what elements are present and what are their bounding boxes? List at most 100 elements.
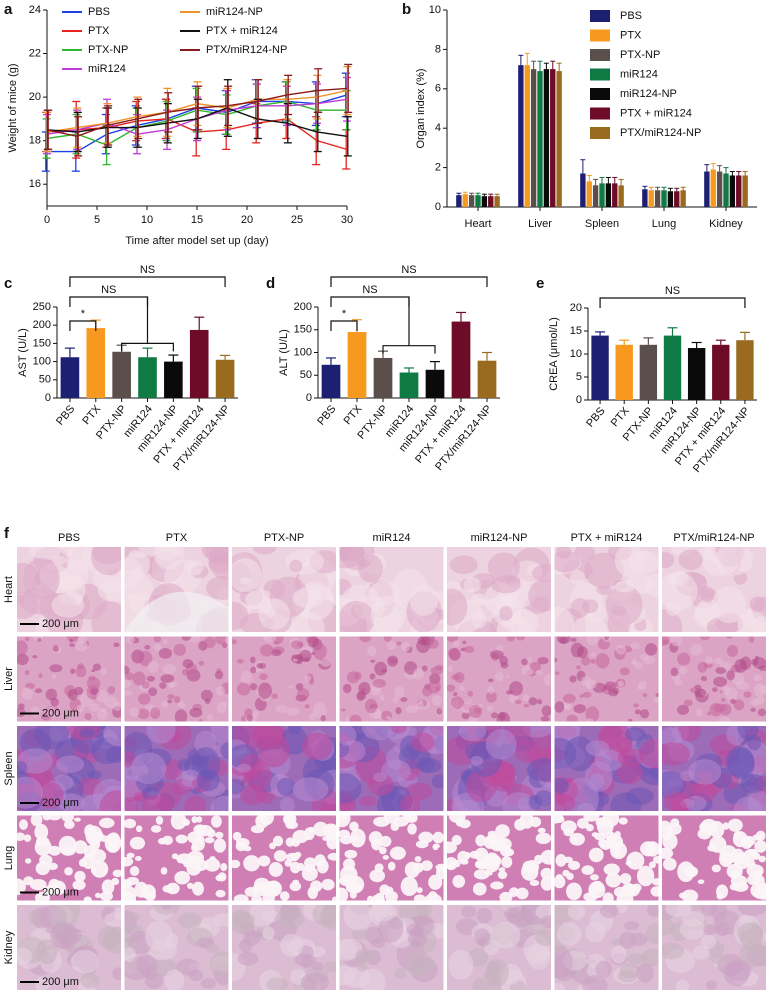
tissue-texture [146, 726, 176, 744]
y-axis-label: Organ index (%) [415, 68, 427, 148]
bar [86, 328, 106, 398]
tissue-texture [369, 869, 386, 883]
x-tick-label: PTX [80, 403, 103, 428]
tissue-texture [50, 880, 66, 896]
column-label: miR124 [373, 532, 411, 544]
error-bar [612, 176, 618, 184]
tissue-texture [431, 774, 444, 789]
tissue-texture [428, 679, 441, 694]
tissue-texture [296, 688, 310, 701]
tissue-texture [619, 667, 630, 676]
tissue-texture [181, 636, 192, 641]
bar [663, 335, 682, 400]
tissue-texture [679, 666, 688, 675]
tissue-texture [389, 846, 406, 860]
tissue-texture [451, 835, 462, 846]
tissue-texture [714, 547, 754, 576]
tissue-texture [129, 836, 146, 850]
x-tick-label: Kidney [709, 218, 743, 230]
tissue-texture [130, 752, 167, 785]
tissue-texture [232, 778, 245, 795]
bar [477, 360, 497, 398]
tissue-texture [690, 643, 703, 656]
tissue-texture [74, 817, 81, 822]
tissue-texture [616, 905, 628, 914]
tissue-texture [327, 852, 336, 861]
y-tick-label: 200 [33, 319, 51, 331]
tissue-texture [200, 978, 217, 989]
error-bar [704, 164, 710, 172]
tissue-texture [605, 834, 624, 850]
error-bar [543, 62, 549, 70]
tissue-texture [454, 671, 465, 683]
tissue-texture [638, 680, 647, 691]
tissue-texture [504, 848, 515, 857]
histology-image [662, 815, 766, 901]
tissue-texture [531, 564, 551, 582]
tissue-texture [50, 921, 78, 950]
tissue-texture [177, 701, 186, 709]
tissue-texture [490, 712, 498, 719]
bar [399, 372, 419, 398]
tissue-texture [28, 909, 42, 926]
tissue-texture [721, 698, 726, 702]
tissue-texture [757, 708, 766, 717]
bar [456, 195, 462, 207]
y-tick-label: 2 [435, 162, 441, 174]
tissue-texture [410, 732, 435, 753]
tissue-texture [91, 601, 121, 632]
error-bar [482, 351, 492, 361]
tissue-texture [592, 880, 604, 893]
error-bar [661, 186, 667, 191]
histology-image: 200 μm [17, 636, 121, 722]
tissue-texture [275, 908, 304, 930]
error-bar [742, 171, 748, 176]
tissue-texture [373, 772, 387, 783]
tissue-texture [339, 726, 357, 746]
tissue-texture [737, 609, 766, 632]
tissue-texture [273, 850, 287, 862]
error-bar [723, 167, 729, 174]
tissue-texture [189, 707, 203, 718]
tissue-texture [447, 864, 453, 870]
tissue-texture [604, 636, 610, 640]
bar [189, 329, 209, 398]
tissue-texture [128, 962, 141, 971]
tissue-texture [415, 840, 429, 849]
tissue-texture [737, 922, 763, 944]
tissue-texture [649, 767, 659, 780]
tissue-texture [307, 886, 318, 900]
tissue-texture [236, 658, 244, 664]
y-tick-label: 50 [39, 374, 51, 386]
tissue-texture [212, 912, 229, 927]
tissue-texture [107, 842, 118, 853]
tissue-texture [104, 912, 121, 927]
error-bar [494, 193, 500, 197]
tissue-texture [124, 946, 136, 962]
tissue-texture [670, 799, 688, 811]
significance-bracket [69, 320, 97, 331]
bar [215, 359, 235, 398]
error-bar [343, 65, 352, 116]
tissue-texture [653, 696, 659, 703]
tissue-texture [236, 837, 250, 848]
tissue-texture [642, 693, 648, 698]
y-tick-label: 100 [294, 346, 312, 358]
error-bar [717, 165, 723, 172]
tissue-texture [634, 709, 642, 715]
tissue-texture [69, 643, 76, 647]
bar [60, 357, 80, 398]
tissue-texture [603, 863, 620, 876]
tissue-texture [714, 657, 724, 665]
legend-swatch [590, 88, 610, 100]
tissue-texture [268, 862, 283, 877]
bar [556, 71, 562, 207]
tissue-texture [91, 669, 96, 673]
bar [475, 195, 481, 207]
tissue-texture [563, 704, 571, 710]
tissue-texture [521, 658, 528, 666]
error-bar [524, 52, 530, 66]
tissue-texture [471, 593, 487, 606]
tissue-texture [37, 638, 42, 642]
tissue-texture [573, 704, 587, 714]
